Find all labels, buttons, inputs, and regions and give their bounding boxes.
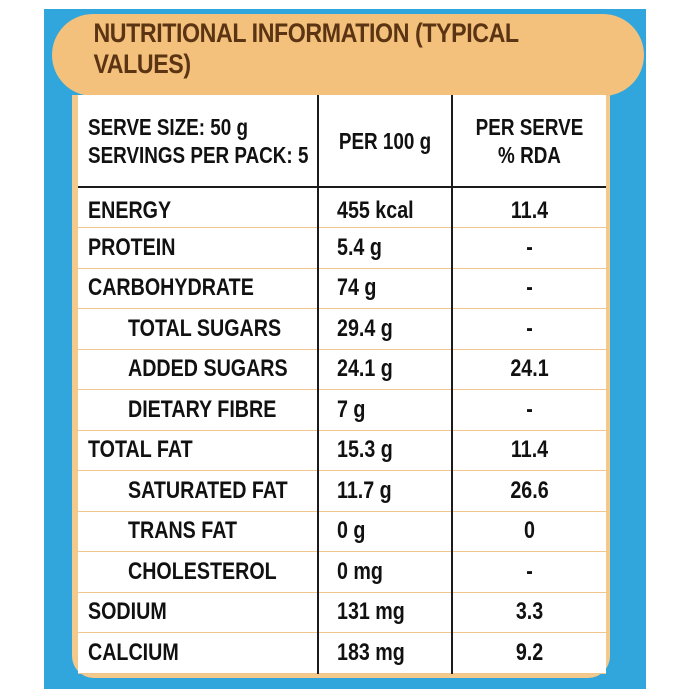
per-serve-rda-cell: 0 bbox=[452, 511, 606, 552]
per-100g-cell: 74 g bbox=[318, 268, 453, 309]
per-serve-label: PER SERVE bbox=[475, 113, 584, 140]
per-serve-rda-value: 11.4 bbox=[510, 436, 549, 464]
page-title: NUTRITIONAL INFORMATION (TYPICAL VALUES) bbox=[93, 18, 519, 79]
nutrient-name-cell: TOTAL SUGARS bbox=[78, 308, 319, 350]
per-100g-value: 7 g bbox=[337, 395, 366, 423]
per-serve-rda-value: 9.2 bbox=[515, 638, 544, 666]
nutrient-name-cell: TRANS FAT bbox=[78, 511, 319, 552]
per-100g-value: 74 g bbox=[337, 274, 377, 302]
serve-size-label: SERVE SIZE: 50 g bbox=[88, 113, 249, 140]
per-serve-rda-header: PER SERVE % RDA bbox=[452, 95, 606, 188]
per-serve-rda-value: - bbox=[526, 314, 533, 342]
per-serve-rda-cell: - bbox=[452, 268, 606, 309]
nutrient-name: TOTAL FAT bbox=[88, 436, 193, 464]
per-100g-cell: 131 mg bbox=[318, 592, 453, 633]
nutrient-name-cell: CHOLESTEROL bbox=[78, 551, 319, 593]
nutrient-name-cell: PROTEIN bbox=[78, 227, 319, 269]
table-row: SATURATED FAT 11.7 g 26.6 bbox=[78, 470, 606, 512]
per-serve-rda-cell: - bbox=[452, 551, 606, 593]
nutrient-name-cell: TOTAL FAT bbox=[78, 430, 319, 471]
per-serve-rda-cell: 24.1 bbox=[452, 349, 606, 390]
table-row: PROTEIN 5.4 g - bbox=[78, 227, 606, 269]
per-100g-value: 183 mg bbox=[337, 638, 405, 666]
per-100g-value: 455 kcal bbox=[337, 196, 414, 224]
nutrient-name-cell: SATURATED FAT bbox=[78, 470, 319, 512]
nutrient-name-cell: SODIUM bbox=[78, 592, 319, 633]
per-100g-cell: 24.1 g bbox=[318, 349, 453, 390]
per-100g-value: 0 mg bbox=[337, 557, 383, 585]
nutrition-table-body: ENERGY 455 kcal 11.4 PROTEIN 5.4 g - CARBOHYDR… bbox=[78, 187, 606, 674]
rda-label: % RDA bbox=[498, 141, 561, 168]
per-serve-rda-value: 0 bbox=[524, 517, 535, 545]
table-row: ENERGY 455 kcal 11.4 bbox=[78, 187, 606, 228]
per-100g-cell: 11.7 g bbox=[318, 470, 453, 512]
per-serve-rda-cell: 26.6 bbox=[452, 470, 606, 512]
nutrient-name: TOTAL SUGARS bbox=[128, 314, 282, 342]
per-100g-value: 131 mg bbox=[337, 598, 405, 626]
per-100g-cell: 15.3 g bbox=[318, 430, 453, 471]
per-serve-rda-cell: 11.4 bbox=[452, 430, 606, 471]
per-100g-value: 29.4 g bbox=[337, 314, 393, 342]
per-100g-cell: 455 kcal bbox=[318, 187, 453, 228]
nutrient-name: ENERGY bbox=[88, 196, 172, 224]
per-serve-rda-value: 11.4 bbox=[510, 196, 549, 224]
nutrient-name: CALCIUM bbox=[88, 638, 179, 666]
table-header-row: SERVE SIZE: 50 g SERVINGS PER PACK: 5 PE… bbox=[78, 95, 606, 188]
nutrient-name: PROTEIN bbox=[88, 233, 176, 261]
per-serve-rda-value: - bbox=[526, 557, 533, 585]
per-100g-cell: 5.4 g bbox=[318, 227, 453, 269]
table-row: TOTAL SUGARS 29.4 g - bbox=[78, 308, 606, 350]
table-row: SODIUM 131 mg 3.3 bbox=[78, 592, 606, 633]
nutrient-name: DIETARY FIBRE bbox=[128, 395, 277, 423]
table-row: TOTAL FAT 15.3 g 11.4 bbox=[78, 430, 606, 471]
per-100g-header: PER 100 g bbox=[318, 95, 453, 188]
per-100g-value: 11.7 g bbox=[337, 476, 392, 504]
nutrient-name: CARBOHYDRATE bbox=[88, 274, 254, 302]
per-serve-rda-value: - bbox=[526, 233, 533, 261]
per-serve-rda-cell: 11.4 bbox=[452, 187, 606, 228]
per-serve-rda-cell: 3.3 bbox=[452, 592, 606, 633]
per-100g-value: 15.3 g bbox=[337, 436, 393, 464]
table-row: ADDED SUGARS 24.1 g 24.1 bbox=[78, 349, 606, 390]
per-100g-label: PER 100 g bbox=[338, 127, 432, 154]
serving-info-header: SERVE SIZE: 50 g SERVINGS PER PACK: 5 bbox=[78, 95, 319, 188]
table-row: DIETARY FIBRE 7 g - bbox=[78, 389, 606, 431]
per-serve-rda-cell: 9.2 bbox=[452, 632, 606, 674]
per-100g-value: 5.4 g bbox=[337, 233, 382, 261]
per-100g-cell: 7 g bbox=[318, 389, 453, 431]
per-serve-rda-value: 3.3 bbox=[515, 598, 544, 626]
table-row: CARBOHYDRATE 74 g - bbox=[78, 268, 606, 309]
nutrition-table: SERVE SIZE: 50 g SERVINGS PER PACK: 5 PE… bbox=[78, 95, 606, 674]
per-serve-rda-value: 24.1 bbox=[510, 355, 549, 383]
per-100g-cell: 183 mg bbox=[318, 632, 453, 674]
nutrient-name: CHOLESTEROL bbox=[128, 557, 277, 585]
nutrient-name-cell: DIETARY FIBRE bbox=[78, 389, 319, 431]
table-row: CHOLESTEROL 0 mg - bbox=[78, 551, 606, 593]
per-serve-rda-value: - bbox=[526, 395, 533, 423]
per-serve-rda-value: - bbox=[526, 274, 533, 302]
nutrient-name: SATURATED FAT bbox=[128, 476, 288, 504]
nutrient-name-cell: ENERGY bbox=[78, 187, 319, 228]
per-100g-cell: 0 mg bbox=[318, 551, 453, 593]
per-serve-rda-cell: - bbox=[452, 227, 606, 269]
per-100g-cell: 0 g bbox=[318, 511, 453, 552]
per-100g-cell: 29.4 g bbox=[318, 308, 453, 350]
nutrient-name: TRANS FAT bbox=[128, 517, 237, 545]
servings-per-pack-label: SERVINGS PER PACK: 5 bbox=[88, 141, 309, 168]
table-row: CALCIUM 183 mg 9.2 bbox=[78, 632, 606, 674]
nutrient-name-cell: ADDED SUGARS bbox=[78, 349, 319, 390]
nutrient-name-cell: CALCIUM bbox=[78, 632, 319, 674]
nutrient-name: ADDED SUGARS bbox=[128, 355, 288, 383]
nutrient-name-cell: CARBOHYDRATE bbox=[78, 268, 319, 309]
per-serve-rda-cell: - bbox=[452, 389, 606, 431]
nutrient-name: SODIUM bbox=[88, 598, 167, 626]
per-100g-value: 24.1 g bbox=[337, 355, 393, 383]
per-serve-rda-cell: - bbox=[452, 308, 606, 350]
table-row: TRANS FAT 0 g 0 bbox=[78, 511, 606, 552]
per-100g-value: 0 g bbox=[337, 517, 366, 545]
title-banner bbox=[52, 14, 644, 96]
per-serve-rda-value: 26.6 bbox=[510, 476, 549, 504]
